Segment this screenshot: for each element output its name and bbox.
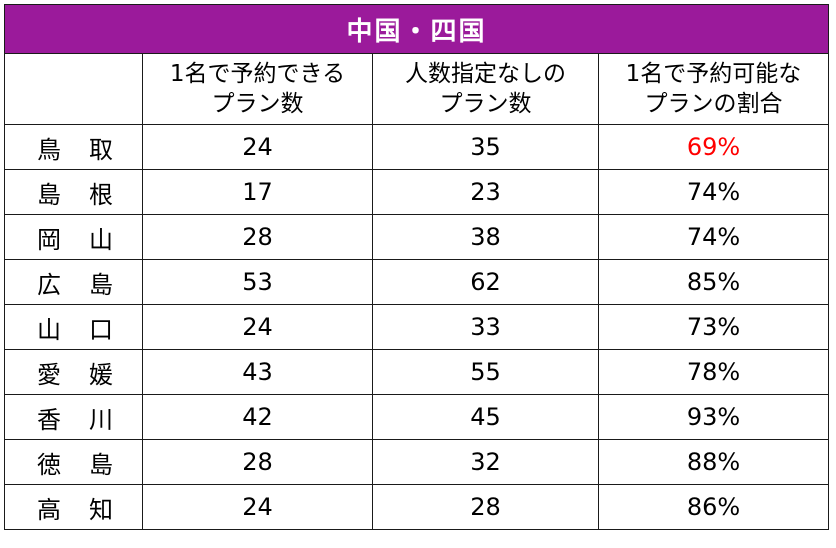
solo-count: 24 — [142, 484, 373, 530]
table-row: 広島 53 62 85% — [4, 259, 829, 305]
ratio-value: 85% — [598, 259, 829, 305]
table-row: 山口 24 33 73% — [4, 304, 829, 350]
table-row: 高知 24 28 86% — [4, 484, 829, 530]
table-row: 岡山 28 38 74% — [4, 214, 829, 260]
prefecture-cell: 香川 — [4, 394, 143, 440]
plan-table: 中国・四国 1名で予約できる プラン数 人数指定なしの プラン数 1名で予約可能… — [4, 4, 829, 530]
ratio-value: 88% — [598, 439, 829, 485]
any-count: 33 — [372, 304, 599, 350]
solo-count: 28 — [142, 214, 373, 260]
any-count: 32 — [372, 439, 599, 485]
ratio-value: 86% — [598, 484, 829, 530]
prefecture-cell: 徳島 — [4, 439, 143, 485]
ratio-value: 69% — [598, 124, 829, 170]
plan-table-container: 中国・四国 1名で予約できる プラン数 人数指定なしの プラン数 1名で予約可能… — [4, 4, 829, 530]
header-ratio: 1名で予約可能な プランの割合 — [598, 53, 829, 125]
prefecture-cell: 山口 — [4, 304, 143, 350]
ratio-value: 73% — [598, 304, 829, 350]
prefecture-cell: 高知 — [4, 484, 143, 530]
solo-count: 24 — [142, 304, 373, 350]
ratio-value: 74% — [598, 214, 829, 260]
any-count: 38 — [372, 214, 599, 260]
ratio-value: 78% — [598, 349, 829, 395]
prefecture-cell: 鳥取 — [4, 124, 143, 170]
table-row: 島根 17 23 74% — [4, 169, 829, 215]
header-any-plans: 人数指定なしの プラン数 — [372, 53, 599, 125]
header-row: 1名で予約できる プラン数 人数指定なしの プラン数 1名で予約可能な プランの… — [4, 53, 829, 125]
header-solo-plans: 1名で予約できる プラン数 — [142, 53, 373, 125]
solo-count: 28 — [142, 439, 373, 485]
any-count: 28 — [372, 484, 599, 530]
ratio-value: 93% — [598, 394, 829, 440]
solo-count: 24 — [142, 124, 373, 170]
table-row: 鳥取 24 35 69% — [4, 124, 829, 170]
any-count: 45 — [372, 394, 599, 440]
solo-count: 42 — [142, 394, 373, 440]
prefecture-cell: 岡山 — [4, 214, 143, 260]
solo-count: 17 — [142, 169, 373, 215]
any-count: 23 — [372, 169, 599, 215]
prefecture-cell: 広島 — [4, 259, 143, 305]
table-row: 香川 42 45 93% — [4, 394, 829, 440]
any-count: 55 — [372, 349, 599, 395]
table-row: 愛媛 43 55 78% — [4, 349, 829, 395]
prefecture-cell: 愛媛 — [4, 349, 143, 395]
table-title: 中国・四国 — [4, 4, 829, 54]
ratio-value: 74% — [598, 169, 829, 215]
solo-count: 53 — [142, 259, 373, 305]
prefecture-cell: 島根 — [4, 169, 143, 215]
any-count: 35 — [372, 124, 599, 170]
solo-count: 43 — [142, 349, 373, 395]
header-empty — [4, 53, 143, 125]
table-row: 徳島 28 32 88% — [4, 439, 829, 485]
any-count: 62 — [372, 259, 599, 305]
